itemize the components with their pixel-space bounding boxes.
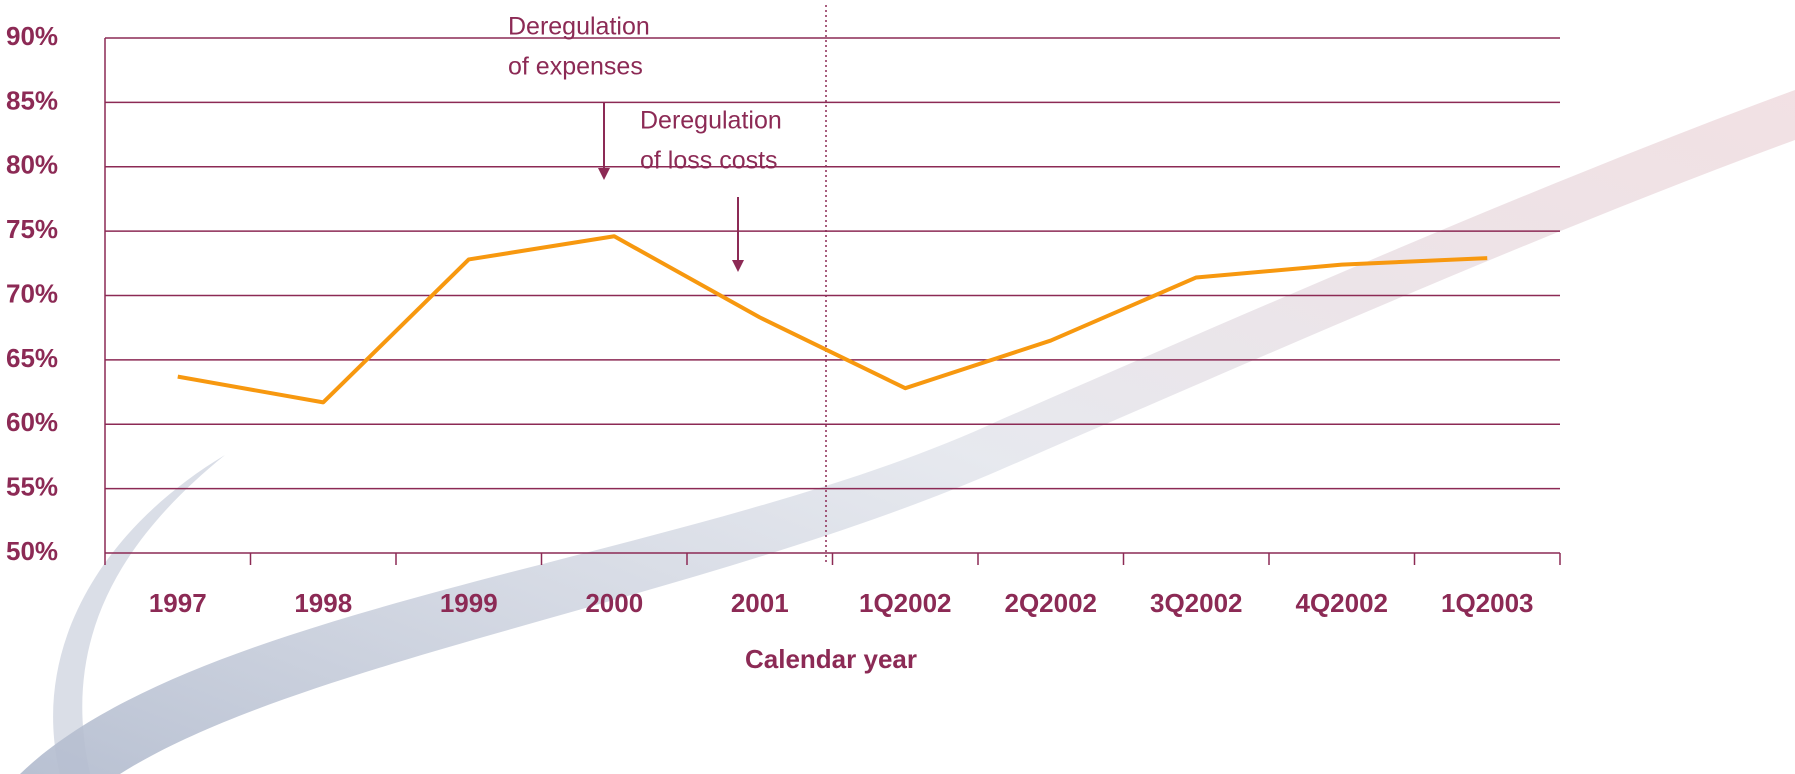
x-tick-label: 1Q2002 — [859, 588, 952, 618]
arrow-head — [732, 260, 744, 272]
x-tick-label: 1999 — [440, 588, 498, 618]
annotation: Deregulation — [508, 13, 650, 41]
x-tick-label: 3Q2002 — [1150, 588, 1243, 618]
y-tick-label: 55% — [6, 472, 58, 502]
y-tick-label: 70% — [6, 278, 58, 308]
x-tick-label: 2001 — [731, 588, 789, 618]
chart: Calendar year 50% 55% 60% 65% 70% 75% 80% 85% 90… — [0, 0, 1795, 774]
y-tick-label: 65% — [6, 343, 58, 373]
annotation: Deregulation — [640, 107, 782, 135]
y-tick-label: 60% — [6, 407, 58, 437]
y-tick-label: 75% — [6, 214, 58, 244]
x-tick-label: 4Q2002 — [1295, 588, 1388, 618]
y-tick-label: 50% — [6, 536, 58, 566]
x-tick-label: 1Q2003 — [1441, 588, 1534, 618]
y-tick-label: 90% — [6, 21, 58, 51]
y-tick-label: 85% — [6, 85, 58, 115]
x-tick-label: 1997 — [149, 588, 207, 618]
x-tick-label: 1998 — [294, 588, 352, 618]
annotation: of loss costs — [640, 147, 778, 175]
x-axis-title: Calendar year — [745, 644, 917, 674]
page: {"chart_data": { "type": "line", "x_labe… — [0, 0, 1795, 774]
y-tick-label: 80% — [6, 150, 58, 180]
x-tick-label: 2000 — [585, 588, 643, 618]
annotation: of expenses — [508, 53, 643, 81]
x-tick-label: 2Q2002 — [1004, 588, 1097, 618]
arrow-head — [598, 168, 610, 180]
